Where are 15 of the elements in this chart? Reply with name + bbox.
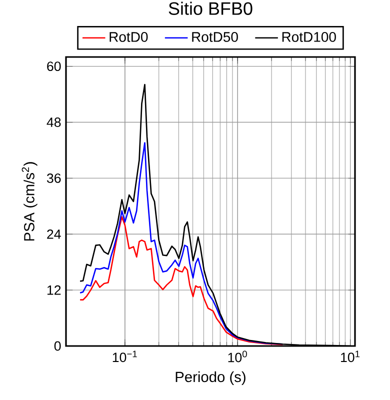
- y-tick-label: 36: [46, 173, 61, 183]
- y-tick-label: 48: [46, 118, 61, 127]
- x-tick-label: 10$^{−1}$: [112, 350, 137, 362]
- x-tick-label: 10$^{1}$: [341, 350, 360, 362]
- x-tick-label: 10$^{0}$: [228, 350, 247, 362]
- chart-title: Sitio BFB0: [168, 2, 252, 15]
- legend-label: RotD100: [282, 32, 336, 42]
- y-tick-label: 24: [47, 229, 61, 239]
- y-tick-label: 0: [54, 341, 61, 351]
- y-tick-label: 12: [47, 285, 61, 295]
- x-axis-title: Periodo (s): [176, 371, 246, 386]
- legend-label: RotD0: [110, 32, 148, 42]
- y-axis-title: PSA (cm/s$^{2}$): [22, 162, 38, 241]
- y-tick-label: 60: [47, 62, 61, 72]
- legend-label: RotD50: [192, 32, 238, 42]
